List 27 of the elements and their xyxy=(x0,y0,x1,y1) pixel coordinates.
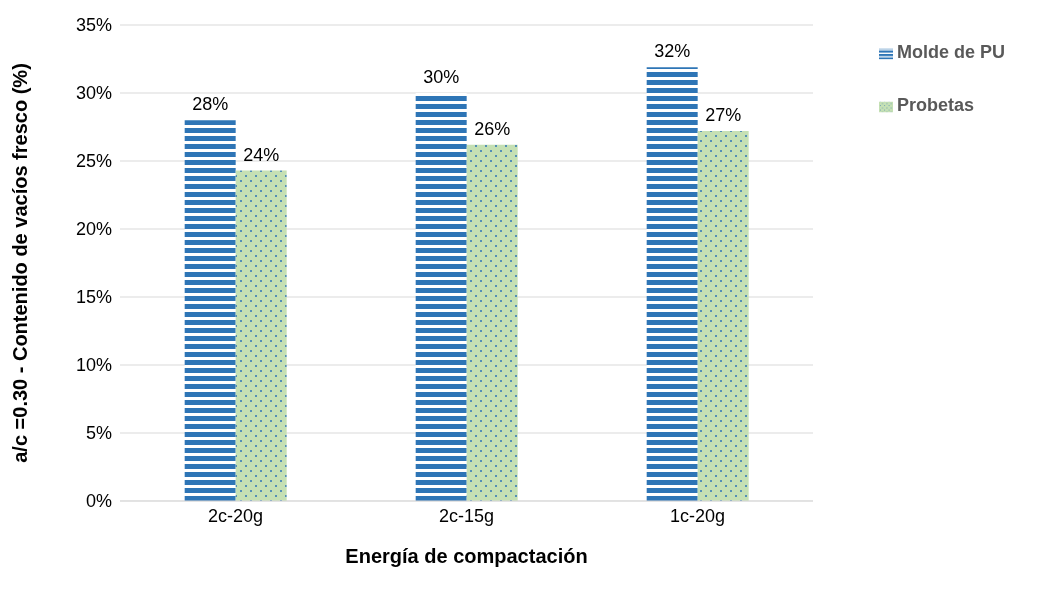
bar xyxy=(235,170,287,501)
bar xyxy=(646,67,698,501)
x-axis-title: Energía de compactación xyxy=(345,545,588,567)
bar xyxy=(466,144,518,501)
y-tick-label: 35% xyxy=(75,15,112,36)
data-label: 24% xyxy=(243,144,280,165)
legend-label: Molde de PU xyxy=(897,42,1006,62)
data-label: 26% xyxy=(474,118,511,139)
y-tick-label: 5% xyxy=(85,423,112,444)
y-tick-label: 20% xyxy=(75,219,112,240)
x-tick-label: 2c-15g xyxy=(438,505,495,526)
y-tick-label: 10% xyxy=(75,355,112,376)
data-label: 30% xyxy=(423,67,460,87)
y-tick-label: 0% xyxy=(85,491,112,512)
x-tick-label: 2c-20g xyxy=(207,505,264,526)
y-axis-title: a/c =0.30 - Contenido de vacíos fresco (%) xyxy=(9,63,32,463)
y-tick-label: 30% xyxy=(75,83,112,104)
y-tick-label: 15% xyxy=(75,287,112,308)
legend-label: Probetas xyxy=(897,95,975,115)
data-label: 32% xyxy=(654,41,691,62)
x-tick-label: 1c-20g xyxy=(669,505,726,526)
data-label: 28% xyxy=(192,94,229,115)
bar xyxy=(697,131,749,501)
bar xyxy=(415,93,467,501)
y-tick-label: 25% xyxy=(75,151,112,172)
bar xyxy=(184,120,236,501)
data-label: 27% xyxy=(705,105,742,126)
